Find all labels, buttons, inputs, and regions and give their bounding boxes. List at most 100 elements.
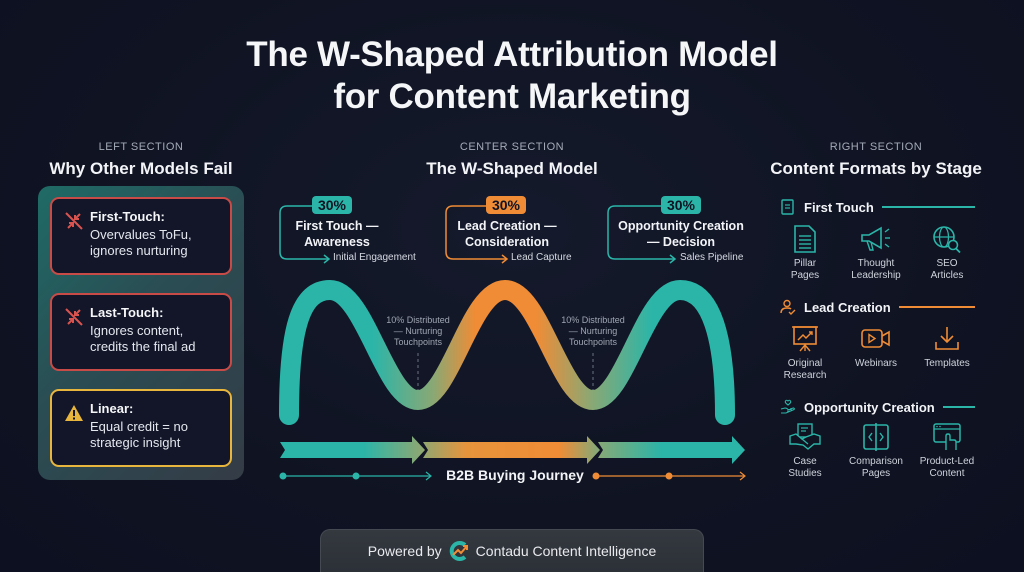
- pillar-page-icon: [794, 225, 816, 253]
- card-desc-1: Ignores content,: [90, 323, 184, 338]
- presentation-chart-icon: [792, 326, 818, 352]
- format-label-2: Studies: [788, 468, 822, 479]
- format-pillar-pages: Pillar Pages: [769, 224, 841, 282]
- card-title: Last-Touch:: [90, 305, 164, 320]
- group-label: First Touch: [804, 199, 874, 215]
- first-touch-card: First-Touch: Overvalues ToFu, ignores nu…: [50, 197, 232, 275]
- failing-models-panel: First-Touch: Overvalues ToFu, ignores nu…: [38, 186, 244, 480]
- card-title: First-Touch:: [90, 209, 165, 224]
- format-label-1: Webinars: [854, 358, 898, 369]
- format-label-1: Templates: [924, 358, 970, 369]
- center-section-heading: The W-Shaped Model: [426, 159, 598, 178]
- card-desc-2: strategic insight: [90, 435, 181, 450]
- group-lead-creation-header: Lead Creation: [780, 298, 975, 316]
- video-camera-icon: [861, 329, 890, 348]
- format-label-1: Comparison: [849, 456, 903, 467]
- nurture-line1: 10% Distributed: [386, 315, 450, 325]
- nurturing-note-1: 10% Distributed — Nurturing Touchpoints: [378, 315, 458, 348]
- footer-brand: Contadu Content Intelligence: [475, 542, 657, 559]
- nurture-line1: 10% Distributed: [561, 315, 625, 325]
- stage-2-title-line2: Consideration: [464, 235, 550, 249]
- nurture-line3: Touchpoints: [568, 337, 618, 347]
- card-title: Linear:: [90, 401, 134, 416]
- card-desc-1: Equal credit = no: [90, 419, 188, 434]
- last-touch-card: Last-Touch: Ignores content, credits the…: [50, 293, 232, 371]
- warning-icon: [65, 405, 83, 421]
- right-section-kicker: RIGHT SECTION: [829, 141, 923, 153]
- divider-line: [898, 306, 975, 308]
- download-icon: [935, 327, 959, 350]
- format-label-2: Content: [929, 468, 965, 479]
- format-label-1: Thought: [857, 258, 895, 269]
- format-templates: Templates: [911, 324, 983, 370]
- format-thought-leadership: Thought Leadership: [840, 224, 912, 282]
- stage-1-title-line1: First Touch —: [295, 219, 379, 233]
- format-label-1: Original: [787, 358, 823, 369]
- stage-1-percent-badge: 30%: [312, 196, 352, 214]
- stage-1-title-line2: Awareness: [304, 235, 370, 249]
- format-label-1: Pillar: [793, 258, 817, 269]
- format-label-2: Articles: [930, 270, 964, 281]
- format-label-2: Pages: [790, 270, 820, 281]
- center-section-kicker: CENTER SECTION: [459, 141, 565, 153]
- card-desc-1: Overvalues ToFu,: [90, 227, 192, 242]
- card-desc-2: ignores nurturing: [90, 243, 188, 258]
- megaphone-icon: [861, 226, 890, 251]
- format-label-2: Leadership: [851, 270, 901, 281]
- group-label: Opportunity Creation: [804, 399, 935, 415]
- format-comparison-pages: Comparison Pages: [840, 422, 912, 480]
- nurture-line3: Touchpoints: [393, 337, 443, 347]
- group-first-touch-header: First Touch: [780, 198, 975, 216]
- format-label-1: Product-Led: [919, 456, 975, 467]
- stage-2-percent-badge: 30%: [486, 196, 526, 214]
- stage-3-title-line1: Opportunity Creation: [618, 219, 744, 233]
- nurturing-note-2: 10% Distributed — Nurturing Touchpoints: [553, 315, 633, 348]
- stage-1-subtitle: Initial Engagement: [333, 252, 416, 263]
- hand-heart-icon: [780, 399, 795, 414]
- user-check-icon: [780, 299, 796, 315]
- footer-prefix: Powered by: [367, 542, 442, 559]
- stage-2-title: Lead Creation — Consideration: [448, 218, 566, 250]
- stage-3-title: Opportunity Creation — Decision: [612, 218, 750, 250]
- title-line-2: for Content Marketing: [333, 77, 691, 116]
- arrows-collapse-icon: [65, 212, 83, 230]
- card-desc-2: credits the final ad: [90, 339, 196, 354]
- format-label-2: Pages: [861, 468, 891, 479]
- nurture-line2: — Nurturing: [393, 326, 443, 336]
- format-webinars: Webinars: [840, 324, 912, 370]
- divider-line: [881, 206, 975, 208]
- format-product-led-content: Product-Led Content: [911, 422, 983, 480]
- right-section-heading: Content Formats by Stage: [770, 159, 982, 178]
- stage-2-title-line1: Lead Creation —: [457, 219, 557, 233]
- group-opportunity-creation-header: Opportunity Creation: [780, 398, 975, 416]
- stage-3-percent-badge: 30%: [661, 196, 701, 214]
- browser-click-icon: [933, 423, 961, 450]
- page-title: The W-Shaped Attribution Model for Conte…: [0, 34, 1024, 118]
- divider-line: [942, 406, 975, 408]
- left-section-kicker: LEFT SECTION: [98, 141, 184, 153]
- left-section-heading: Why Other Models Fail: [49, 159, 233, 178]
- format-label-1: SEO: [936, 258, 958, 269]
- globe-search-icon: [933, 226, 961, 254]
- stage-3-subtitle: Sales Pipeline: [680, 252, 744, 263]
- stage-2-subtitle: Lead Capture: [511, 252, 572, 263]
- journey-label: B2B Buying Journey: [446, 467, 584, 483]
- format-case-studies: Case Studies: [769, 422, 841, 480]
- contadu-logo-icon: [449, 540, 468, 561]
- arrows-collapse-icon: [65, 308, 83, 326]
- stage-1-title: First Touch — Awareness: [282, 218, 392, 250]
- linear-card: Linear: Equal credit = no strategic insi…: [50, 389, 232, 467]
- nurture-line2: — Nurturing: [568, 326, 618, 336]
- title-line-1: The W-Shaped Attribution Model: [246, 35, 778, 74]
- format-label-2: Research: [783, 370, 827, 381]
- format-label-1: Case: [793, 456, 817, 467]
- format-original-research: Original Research: [769, 324, 841, 382]
- handshake-icon: [789, 423, 821, 450]
- powered-by-footer: Powered by Contadu Content Intelligence: [320, 529, 704, 572]
- format-seo-articles: SEO Articles: [911, 224, 983, 282]
- stage-3-title-line2: — Decision: [646, 235, 716, 249]
- group-label: Lead Creation: [804, 299, 891, 315]
- split-code-icon: [863, 423, 889, 451]
